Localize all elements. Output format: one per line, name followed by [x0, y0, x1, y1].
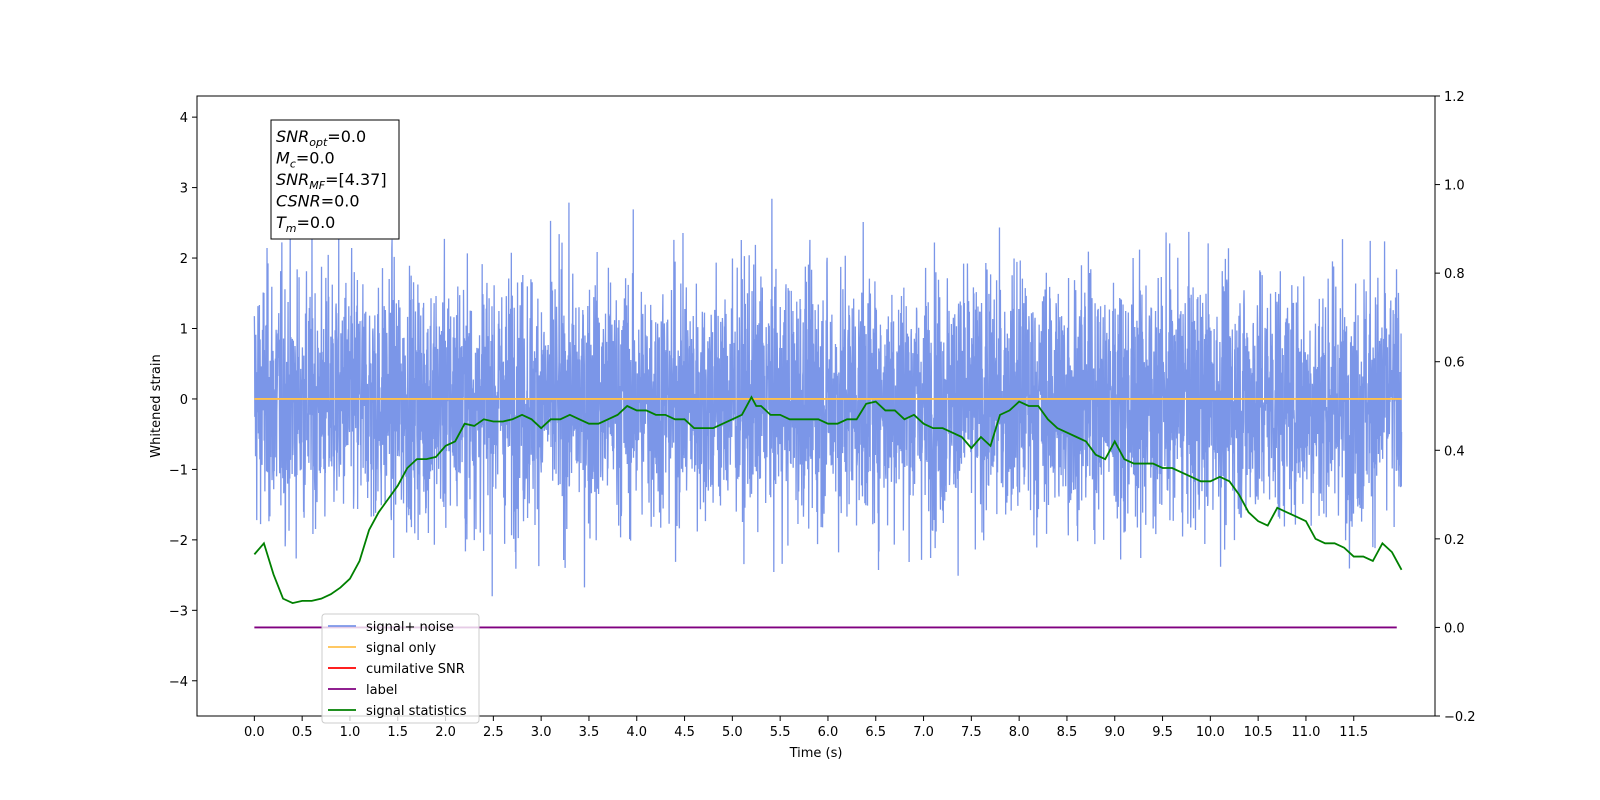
legend: signal+ noise signal only cumilative SNR la… [321, 613, 480, 724]
x-tick-label: 2.0 [435, 725, 456, 740]
x-tick-label: 1.0 [340, 725, 361, 740]
x-tick-label: 3.0 [531, 725, 552, 740]
x-axis-label: Time (s) [789, 746, 843, 761]
annotation-frame [270, 119, 400, 240]
legend-frame [321, 613, 480, 724]
x-tick-label: 3.5 [579, 725, 600, 740]
x-tick-label: 5.5 [770, 725, 791, 740]
y-tick-label: 4 [180, 111, 188, 126]
legend-entry: signal only [366, 641, 436, 656]
x-tick-label: 11.5 [1339, 725, 1368, 740]
y2-tick-label: 1.2 [1444, 90, 1465, 105]
y-axis-label: Whitened strain [149, 354, 164, 457]
x-tick-label: 8.5 [1057, 725, 1078, 740]
y-tick-label: −4 [169, 675, 188, 690]
annotation-line: SNRMF=[4.37] [276, 170, 387, 192]
x-tick-label: 10.0 [1196, 725, 1225, 740]
y2-tick-label: 0.8 [1444, 267, 1465, 282]
legend-entry: signal statistics [366, 704, 467, 719]
x-tick-label: 9.0 [1104, 725, 1125, 740]
x-tick-label: 4.5 [674, 725, 695, 740]
x-tick-label: 5.0 [722, 725, 743, 740]
x-axis: 0.0 0.5 1.0 1.5 2.0 2.5 3.0 3.5 4.0 4.5 5.0 5.5 6.0 6… [244, 716, 1368, 740]
x-tick-label: 11.0 [1291, 725, 1320, 740]
x-tick-label: 0.0 [244, 725, 265, 740]
y2-tick-label: 0.6 [1444, 356, 1465, 371]
x-tick-label: 7.5 [961, 725, 982, 740]
annotation-line: Tm=0.0 [276, 213, 335, 235]
x-tick-label: 0.5 [292, 725, 313, 740]
x-tick-label: 4.0 [626, 725, 647, 740]
y-tick-label: −3 [169, 604, 188, 619]
annotation-line: SNRopt=0.0 [276, 127, 366, 149]
y-tick-label: −1 [169, 463, 188, 478]
y2-tick-label: 0.0 [1444, 621, 1465, 636]
x-tick-label: 9.5 [1152, 725, 1173, 740]
y-tick-label: 3 [180, 182, 188, 197]
y-tick-label: 2 [180, 252, 188, 267]
y2-tick-label: 0.2 [1444, 533, 1465, 548]
x-tick-label: 6.0 [818, 725, 839, 740]
y2-tick-label: 1.0 [1444, 179, 1465, 194]
y-axis-left: 4 3 2 1 0 −1 −2 −3 −4 [169, 111, 197, 690]
y-tick-label: −2 [169, 534, 188, 549]
x-tick-label: 1.5 [387, 725, 408, 740]
y-tick-label: 1 [180, 323, 188, 338]
legend-entry: cumilative SNR [366, 662, 465, 677]
series-line-signal-statistics [253, 395, 1403, 605]
y-axis-right: 1.2 1.0 0.8 0.6 0.4 0.2 0.0 −0.2 [1435, 90, 1476, 725]
x-tick-label: 7.0 [913, 725, 934, 740]
x-tick-label: 6.5 [865, 725, 886, 740]
legend-entry: signal+ noise [366, 620, 454, 635]
y2-tick-label: 0.4 [1444, 444, 1465, 459]
annotation-line: CSNR=0.0 [276, 192, 360, 211]
plot-frame [196, 95, 1436, 717]
x-tick-label: 2.5 [483, 725, 504, 740]
x-tick-label: 10.5 [1244, 725, 1273, 740]
legend-entry: label [366, 683, 397, 698]
annotation-line: Mc=0.0 [276, 149, 335, 171]
x-tick-label: 8.0 [1009, 725, 1030, 740]
y2-tick-label: −0.2 [1444, 710, 1476, 725]
y-tick-label: 0 [180, 393, 188, 408]
